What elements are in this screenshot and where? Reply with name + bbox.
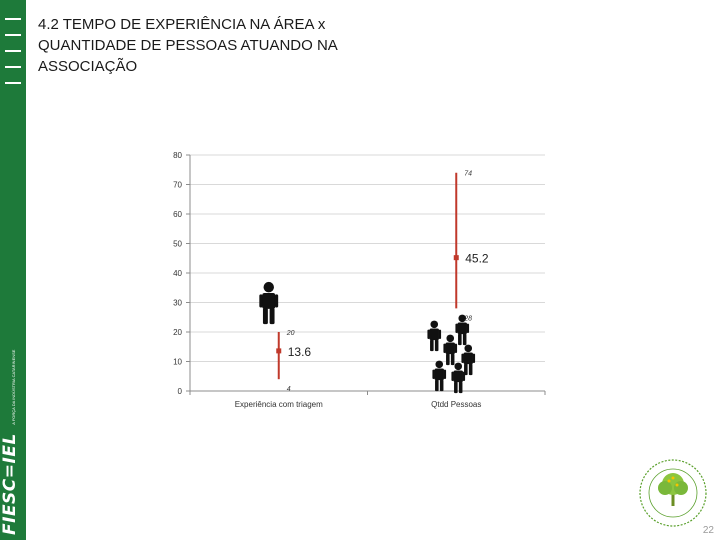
sidebar-tick xyxy=(5,18,21,20)
low-label: 28 xyxy=(463,315,472,322)
page-number: 22 xyxy=(702,525,714,536)
person-icon xyxy=(259,281,279,325)
sidebar-tick xyxy=(5,50,21,52)
y-tick-label: 30 xyxy=(173,299,182,308)
slide-title: 4.2 TEMPO DE EXPERIÊNCIA NA ÁREA x QUANT… xyxy=(38,16,337,75)
y-tick-label: 80 xyxy=(173,151,182,160)
sidebar-tick xyxy=(5,34,21,36)
x-tick-label: Qtdd Pessoas xyxy=(431,400,481,409)
y-tick-label: 10 xyxy=(173,358,182,367)
group-of-people-icon xyxy=(443,334,458,366)
sidebar-tick xyxy=(5,66,21,68)
mean-marker xyxy=(453,255,459,261)
y-tick-label: 0 xyxy=(178,387,183,396)
mean-label: 13.6 xyxy=(288,345,312,359)
group-of-people-icon xyxy=(427,320,442,352)
mean-label: 45.2 xyxy=(465,252,489,266)
y-tick-label: 20 xyxy=(173,328,182,337)
y-tick-label: 60 xyxy=(173,210,182,219)
low-label: 4 xyxy=(287,386,291,393)
high-label: 74 xyxy=(464,171,472,178)
y-tick-label: 70 xyxy=(173,181,182,190)
mean-marker xyxy=(276,348,282,354)
group-of-people-icon xyxy=(461,344,476,376)
sidebar-tick xyxy=(5,82,21,84)
y-tick-label: 50 xyxy=(173,240,182,249)
group-of-people-icon xyxy=(451,362,466,394)
group-of-people-icon xyxy=(432,360,447,392)
high-label: 20 xyxy=(286,330,295,337)
y-tick-label: 40 xyxy=(173,269,182,278)
associacao-seal xyxy=(638,458,708,533)
x-tick-label: Experiência com triagem xyxy=(235,400,323,409)
brand-sidebar: FIESC=IEL A FORÇA DA INDÚSTRIA CATARINEN… xyxy=(0,0,26,540)
